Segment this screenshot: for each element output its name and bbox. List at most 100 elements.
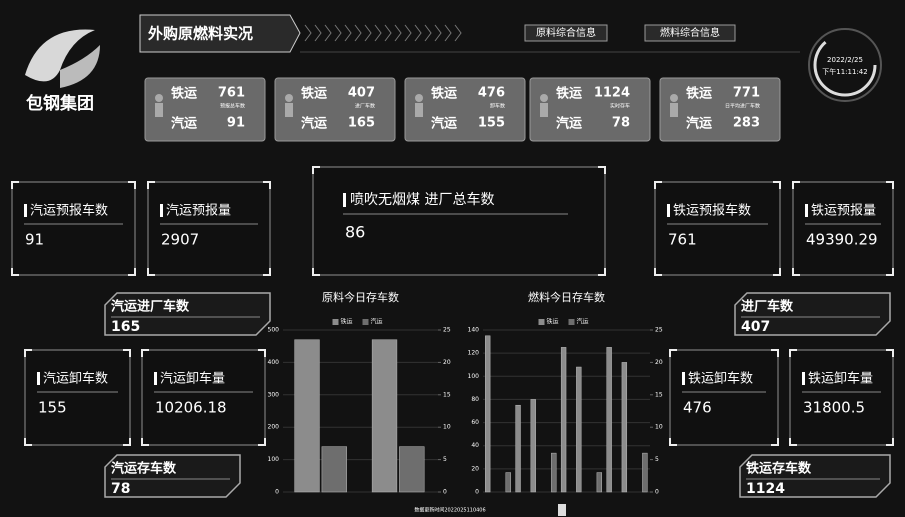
panel-value: 155 (38, 399, 67, 417)
y-tick-label: 0 (475, 489, 479, 496)
title-box (139, 14, 301, 53)
tag-label: 汽运存车数 (111, 461, 177, 477)
label-marker (667, 204, 670, 217)
bar (515, 404, 521, 493)
y-tick-label: 80 (471, 396, 479, 403)
tag (734, 292, 891, 336)
tab-label[interactable]: 原料综合信息 (536, 26, 596, 39)
tab-label[interactable]: 燃料综合信息 (660, 26, 720, 39)
highlight-label: 喷吹无烟煤 进厂总车数 (350, 191, 494, 208)
truck-label: 汽运 (431, 116, 457, 132)
panel-value: 476 (683, 399, 712, 417)
y2-tick-label: 5 (655, 456, 659, 463)
bar (321, 446, 347, 493)
card-icon (540, 103, 548, 117)
bar (505, 472, 511, 493)
y-tick-label: 120 (468, 350, 480, 357)
summary-card (274, 77, 396, 142)
footer: 数据更新时间2022025110406 (414, 507, 485, 514)
bar (621, 362, 628, 493)
rail-value: 761 (218, 86, 245, 101)
card-icon (285, 103, 293, 117)
y-tick-label: 140 (468, 327, 480, 334)
card-icon (415, 103, 423, 117)
rail-label: 铁运 (685, 86, 712, 102)
y-tick-label: 0 (275, 489, 279, 496)
panel-corner (141, 349, 266, 446)
tag (739, 454, 891, 498)
bar (642, 452, 648, 493)
bar (560, 347, 567, 493)
logo-text: 包钢集团 (26, 93, 94, 114)
bar (371, 339, 398, 493)
tab[interactable] (644, 24, 736, 42)
y2-tick-label: 15 (655, 391, 663, 398)
summary-card (144, 77, 266, 142)
panel-corner (654, 181, 781, 276)
panel (312, 166, 606, 276)
tag-value: 407 (741, 319, 770, 335)
y2-tick-label: 25 (655, 327, 663, 334)
tag-value: 165 (111, 319, 140, 335)
legend-label: 汽运 (577, 318, 589, 326)
rail-value: 476 (478, 86, 505, 101)
card-icon (415, 94, 423, 102)
y2-tick-label: 0 (655, 489, 659, 496)
truck-value: 91 (227, 116, 245, 131)
legend-swatch (362, 319, 369, 325)
summary-card (529, 77, 651, 142)
bar (576, 366, 582, 493)
panel (654, 181, 781, 276)
truck-label: 汽运 (556, 116, 582, 132)
bar (551, 452, 557, 493)
card-caption: 实时存车 (610, 103, 630, 110)
label-marker (37, 372, 40, 385)
panel-label: 汽运卸车量 (160, 371, 225, 387)
chart-title: 原料今日存车数 (322, 290, 399, 304)
bar (606, 347, 612, 493)
legend-swatch (538, 319, 545, 325)
tab[interactable] (524, 24, 608, 42)
bar (399, 446, 425, 493)
tag (104, 454, 241, 498)
rail-value: 771 (733, 86, 760, 101)
highlight-value: 86 (345, 223, 365, 242)
panel-label: 汽运预报量 (166, 204, 231, 219)
y-tick-label: 100 (468, 373, 480, 380)
logo (25, 29, 100, 88)
panel (792, 181, 894, 276)
label-marker (805, 204, 808, 217)
panel-corner (24, 349, 131, 446)
card-icon (670, 103, 678, 117)
truck-value: 78 (612, 116, 630, 131)
clock-ring (808, 28, 882, 102)
card-icon (155, 94, 163, 102)
rail-label: 铁运 (170, 86, 197, 102)
tag-label: 汽运进厂车数 (111, 299, 190, 315)
label-marker (682, 372, 685, 385)
card-icon (670, 94, 678, 102)
panel-value: 91 (25, 231, 44, 249)
panel-label: 汽运卸车数 (43, 371, 108, 387)
legend-label: 铁运 (341, 318, 353, 326)
tag (104, 292, 271, 336)
y-tick-label: 200 (268, 424, 280, 431)
date: 2022/2/25 (827, 56, 863, 64)
footer-button[interactable] (558, 504, 566, 516)
panel (789, 349, 894, 446)
tag-label: 进厂车数 (741, 299, 794, 315)
panel-value: 10206.18 (155, 399, 227, 417)
panel-label: 铁运卸车量 (808, 371, 873, 387)
card-caption: 卸车数 (490, 103, 505, 110)
card-caption: 预报总车数 (220, 103, 245, 110)
label-marker (160, 204, 163, 217)
y-tick-label: 40 (471, 442, 479, 449)
bar (596, 472, 603, 493)
y2-tick-label: 10 (443, 424, 451, 431)
summary-card (404, 77, 526, 142)
legend-swatch (332, 319, 339, 325)
bar (485, 335, 491, 493)
legend-label: 铁运 (547, 318, 559, 326)
card-caption: 日平均进厂车数 (725, 103, 760, 110)
rail-label: 铁运 (555, 86, 582, 102)
